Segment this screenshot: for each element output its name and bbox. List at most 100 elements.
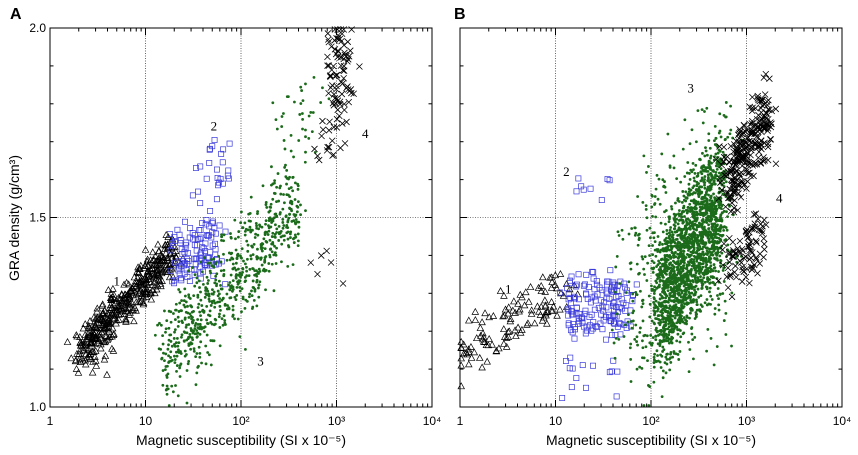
data-point-dot xyxy=(695,269,699,273)
data-point-dot xyxy=(717,131,721,135)
data-point-dot xyxy=(264,288,267,292)
data-point-dot xyxy=(713,201,716,205)
data-point-cross xyxy=(724,194,732,202)
data-point-square xyxy=(212,230,219,237)
data-point-dot xyxy=(697,261,701,265)
data-point-cross xyxy=(330,91,338,98)
data-point-dot xyxy=(675,321,679,325)
data-point-dot xyxy=(641,346,645,350)
data-point-cross xyxy=(340,41,348,49)
data-point-dot xyxy=(252,286,256,290)
data-point-dot xyxy=(653,231,656,234)
data-point-dot xyxy=(657,177,661,181)
data-point-cross xyxy=(336,98,344,106)
data-point-square xyxy=(573,304,580,311)
data-point-square xyxy=(193,165,199,171)
data-point-dot xyxy=(250,307,254,310)
data-point-dot xyxy=(670,207,674,211)
data-point-dot xyxy=(193,327,197,330)
data-point-triangle xyxy=(120,310,129,318)
data-point-dot xyxy=(662,325,666,329)
data-point-dot xyxy=(676,240,680,244)
data-point-dot xyxy=(716,287,720,290)
data-point-square xyxy=(633,281,640,288)
data-point-cross xyxy=(716,175,724,182)
data-point-triangle xyxy=(148,264,157,272)
data-point-dot xyxy=(633,226,637,230)
data-point-triangle xyxy=(107,295,116,303)
data-point-dot xyxy=(669,280,673,283)
data-point-dot xyxy=(650,341,654,345)
data-point-dot xyxy=(667,318,671,321)
data-point-square xyxy=(574,281,580,288)
data-point-cross xyxy=(724,264,732,272)
data-point-dot xyxy=(167,343,170,347)
data-point-dot xyxy=(672,166,676,170)
data-point-cross xyxy=(324,30,332,37)
data-point-dot xyxy=(687,236,691,239)
data-point-dot xyxy=(630,320,633,323)
series-cross xyxy=(712,70,780,301)
data-point-dot xyxy=(637,238,641,241)
data-point-dot xyxy=(229,232,232,235)
data-point-dot xyxy=(219,287,223,291)
data-point-dot xyxy=(182,299,186,303)
data-point-triangle xyxy=(520,301,529,309)
data-point-dot xyxy=(700,241,703,245)
data-point-dot xyxy=(717,270,720,273)
data-point-dot xyxy=(715,167,719,171)
data-point-dot xyxy=(223,319,227,322)
data-point-dot xyxy=(169,310,173,314)
data-point-dot xyxy=(277,199,281,203)
data-point-dot xyxy=(296,200,300,204)
data-point-dot xyxy=(228,296,232,300)
data-point-cross xyxy=(731,197,738,204)
data-point-dot xyxy=(263,258,267,262)
data-point-dot xyxy=(665,236,668,240)
group-label: 2 xyxy=(211,118,218,133)
data-point-dot xyxy=(285,223,289,227)
data-point-dot xyxy=(710,245,714,249)
data-point-dot xyxy=(256,233,260,237)
data-point-dot xyxy=(662,275,665,279)
data-point-dot xyxy=(228,281,232,284)
data-point-square xyxy=(608,286,614,293)
data-point-dot xyxy=(198,332,202,336)
data-point-dot xyxy=(629,267,633,271)
data-point-dot xyxy=(275,127,279,131)
data-point-cross xyxy=(729,252,736,259)
data-point-dot xyxy=(656,334,660,337)
data-point-triangle xyxy=(137,297,146,305)
data-point-dot xyxy=(243,233,247,237)
data-point-dot xyxy=(651,214,654,218)
data-point-dot xyxy=(699,303,703,307)
data-point-dot xyxy=(664,286,667,290)
data-point-dot xyxy=(681,269,685,273)
data-point-triangle xyxy=(85,351,93,359)
data-point-square xyxy=(180,262,187,269)
data-point-dot xyxy=(667,267,671,271)
data-point-square xyxy=(213,196,220,203)
data-point-dot xyxy=(672,227,676,231)
data-point-triangle xyxy=(84,328,93,336)
data-point-dot xyxy=(656,248,660,251)
data-point-dot xyxy=(696,109,700,113)
data-point-dot xyxy=(700,108,704,112)
data-point-dot xyxy=(166,364,169,368)
data-point-dot xyxy=(663,271,667,275)
data-point-dot xyxy=(661,178,665,182)
y-tick-label: 1.0 xyxy=(29,400,46,414)
data-point-triangle xyxy=(97,344,105,352)
data-point-square xyxy=(191,266,198,273)
data-point-dot xyxy=(304,128,307,132)
data-point-triangle xyxy=(548,278,556,286)
data-point-dot xyxy=(199,318,203,322)
data-point-dot xyxy=(712,363,716,367)
data-point-dot xyxy=(708,247,711,251)
data-point-dot xyxy=(197,302,201,306)
data-point-dot xyxy=(690,332,694,336)
data-point-dot xyxy=(688,286,692,290)
data-point-dot xyxy=(286,264,290,268)
data-point-cross xyxy=(340,74,347,82)
data-point-dot xyxy=(185,323,188,327)
